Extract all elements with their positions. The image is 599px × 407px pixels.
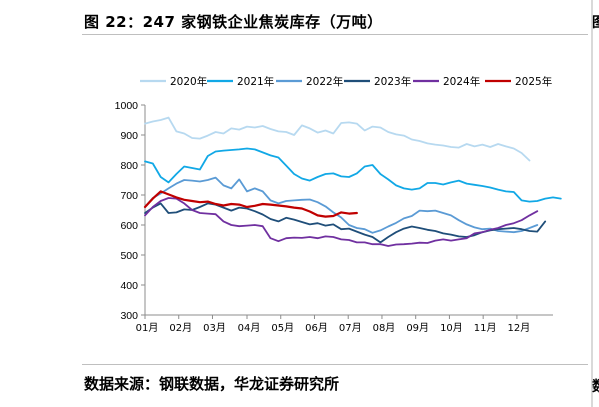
x-tick-label: 07月 [339, 322, 362, 334]
series-layer [143, 116, 562, 247]
title-divider [82, 34, 588, 35]
next-column-source-fragment: 数 [592, 376, 599, 396]
source-divider [82, 364, 588, 365]
series-line [144, 176, 539, 234]
x-tick-label: 03月 [203, 322, 226, 334]
x-tick-label: 05月 [271, 322, 294, 334]
series-line [144, 147, 562, 203]
x-tick-label: 09月 [406, 322, 429, 334]
y-tick-label: 700 [120, 190, 138, 202]
x-axis: 01月 02月 03月 04月 05月 06月 07月 08月 09月 10月 11月 12月 [136, 314, 553, 334]
legend-label: 2025年 [515, 75, 552, 88]
x-tick-label: 08月 [373, 322, 396, 334]
series-line [143, 190, 358, 218]
y-axis: 300 400 500 600 700 800 900 1000 [115, 100, 146, 322]
x-tick-label: 01月 [136, 322, 159, 334]
y-tick-label: 400 [120, 280, 138, 292]
series-line [144, 202, 547, 244]
next-column-title-fragment: 图 [592, 12, 599, 32]
chart-legend: 2020年 2021年 2022年 2023年 2024年 2025年 [140, 75, 552, 88]
legend-label: 2020年 [170, 75, 207, 88]
legend-label: 2024年 [443, 75, 480, 88]
source-note: 数据来源：钢联数据，华龙证券研究所 [84, 375, 340, 393]
y-tick-label: 300 [120, 310, 138, 322]
y-tick-label: 1000 [115, 100, 139, 112]
legend-label: 2021年 [237, 75, 274, 88]
series-line [144, 197, 539, 247]
x-tick-label: 02月 [169, 322, 192, 334]
page-edge-divider [591, 0, 593, 407]
y-tick-label: 600 [120, 220, 138, 232]
x-tick-label: 12月 [508, 322, 531, 334]
y-tick-label: 900 [120, 130, 138, 142]
legend-label: 2022年 [306, 75, 343, 88]
legend-label: 2023年 [374, 75, 411, 88]
x-tick-label: 06月 [305, 322, 328, 334]
y-tick-label: 500 [120, 250, 138, 262]
x-tick-label: 10月 [440, 322, 463, 334]
figure-title: 图 22：247 家钢铁企业焦炭库存（万吨） [84, 13, 383, 31]
series-line [144, 116, 531, 162]
x-tick-label: 04月 [238, 322, 261, 334]
x-tick-label: 11月 [474, 322, 497, 334]
y-tick-label: 800 [120, 160, 138, 172]
